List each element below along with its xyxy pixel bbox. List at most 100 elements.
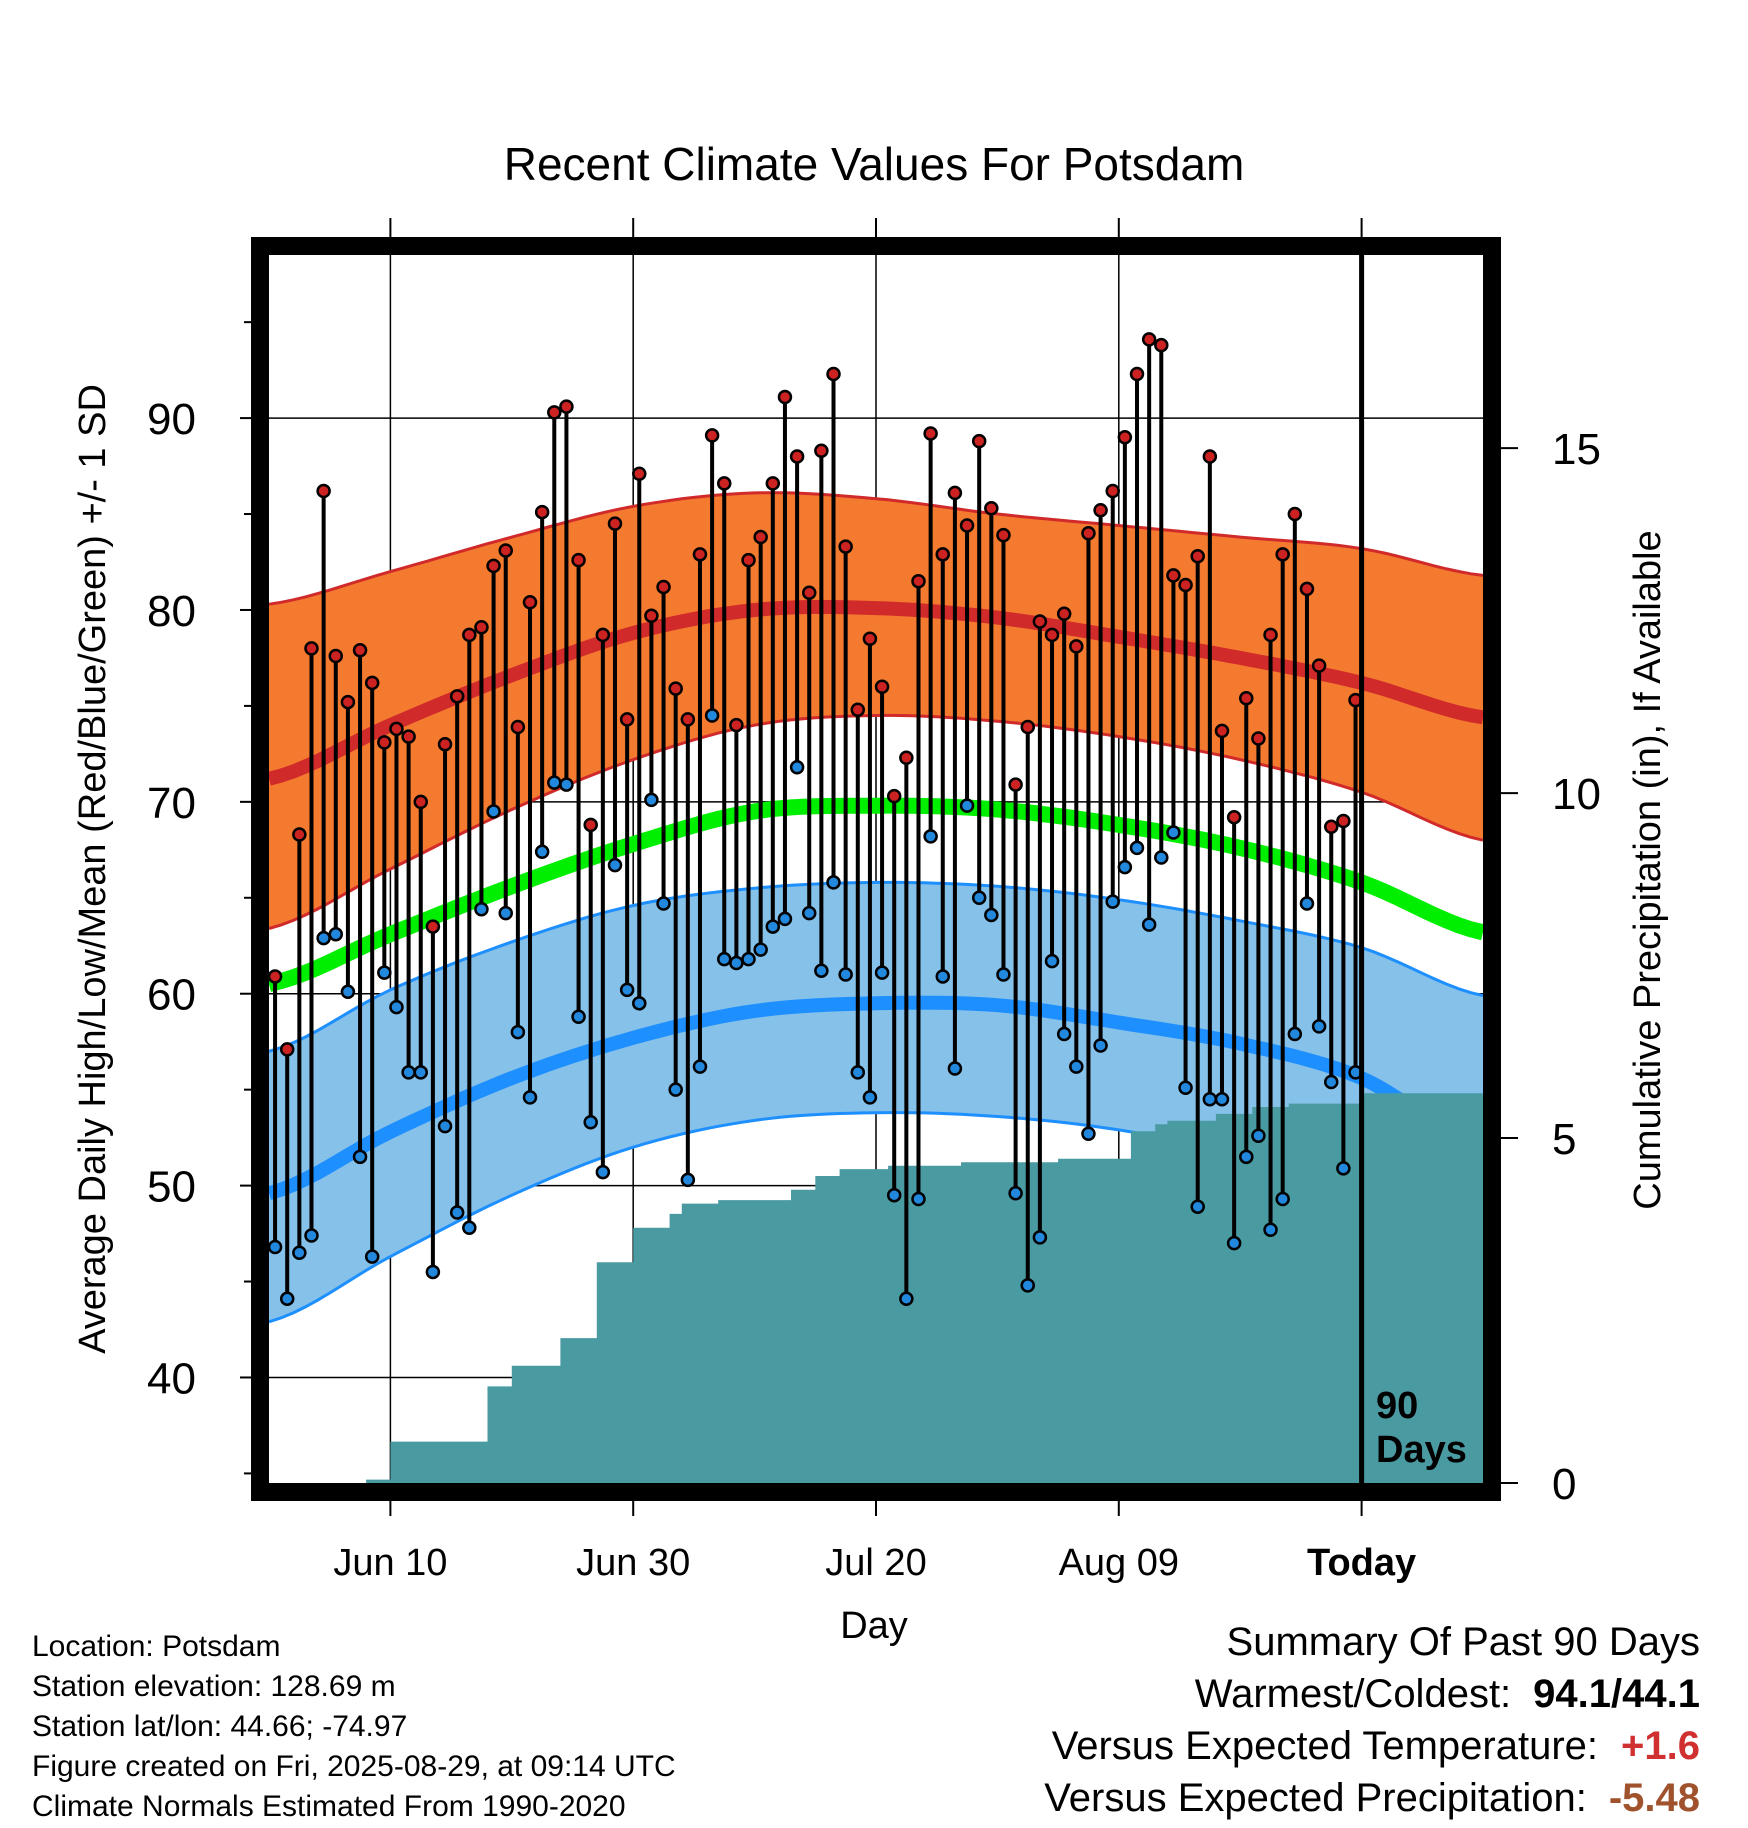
low-dot-day-21 xyxy=(510,1024,526,1040)
footer-normals: Climate Normals Estimated From 1990-2020 xyxy=(32,1790,626,1823)
high-dot-day-27 xyxy=(583,817,598,833)
low-dot-day-7 xyxy=(340,984,356,1000)
high-sd-band-upper-edge xyxy=(268,491,1484,606)
high-dot-day-28 xyxy=(595,627,611,643)
low-dot-day-15 xyxy=(437,1118,453,1134)
low-dot-day-59 xyxy=(971,890,987,906)
low-dot-day-9 xyxy=(364,1249,380,1264)
low-dot-day-3 xyxy=(292,1245,307,1260)
x-tick-label-3: Aug 09 xyxy=(1059,1542,1179,1584)
high-dot-day-79 xyxy=(1214,723,1230,739)
low-dot-day-20 xyxy=(498,905,513,921)
high-dot-day-24 xyxy=(547,405,562,420)
period-marker-line2: Days xyxy=(1376,1429,1467,1471)
high-dot-day-22 xyxy=(522,595,538,610)
high-dot-day-10 xyxy=(377,735,392,750)
high-dot-day-76 xyxy=(1178,577,1193,593)
high-dot-day-73 xyxy=(1141,332,1157,347)
low-dot-day-88 xyxy=(1324,1074,1339,1090)
high-dot-day-13 xyxy=(413,794,428,810)
high-dot-day-59 xyxy=(971,433,987,449)
daily-range-stems xyxy=(273,339,1358,1299)
low-dot-day-69 xyxy=(1093,1038,1108,1053)
plot-frame xyxy=(251,237,1501,1501)
high-dot-day-52 xyxy=(886,788,902,804)
low-dot-day-55 xyxy=(923,829,938,844)
high-dot-day-25 xyxy=(559,399,574,414)
low-dot-day-65 xyxy=(1044,953,1060,969)
footer-created: Figure created on Fri, 2025-08-29, at 09… xyxy=(32,1750,676,1783)
low-dot-day-13 xyxy=(413,1065,428,1080)
low-dot-day-40 xyxy=(741,951,756,967)
y2-tick-label-15: 15 xyxy=(1552,425,1601,474)
low-dot-day-16 xyxy=(449,1205,465,1220)
high-dot-day-53 xyxy=(899,750,914,765)
high-dot-day-39 xyxy=(729,717,744,733)
low-sd-band xyxy=(269,882,1483,1322)
high-dot-day-29 xyxy=(607,516,623,531)
high-dot-day-85 xyxy=(1287,506,1303,522)
high-dot-day-44 xyxy=(789,449,805,464)
high-dot-day-87 xyxy=(1311,658,1327,673)
period-marker-line1: 90 xyxy=(1376,1385,1418,1427)
low-dot-day-48 xyxy=(838,967,853,982)
footer-latlon: Station lat/lon: 44.66; -74.97 xyxy=(32,1710,408,1743)
low-dot-day-24 xyxy=(547,775,562,790)
low-dot-day-29 xyxy=(607,857,623,873)
high-dot-day-37 xyxy=(704,428,720,443)
low-dot-day-62 xyxy=(1008,1186,1023,1201)
high-dot-day-6 xyxy=(328,648,344,664)
high-dot-day-42 xyxy=(765,476,781,491)
low-dot-day-87 xyxy=(1311,1019,1327,1034)
low-dot-day-37 xyxy=(704,708,720,723)
high-dot-day-58 xyxy=(959,518,975,533)
high-dot-day-82 xyxy=(1251,731,1266,746)
high-dot-day-67 xyxy=(1069,639,1084,654)
high-dot-day-65 xyxy=(1044,627,1060,643)
precip-anomaly-label: Versus Expected Precipitation: xyxy=(1044,1776,1587,1820)
low-dot-day-25 xyxy=(559,777,574,792)
high-dot-day-20 xyxy=(498,543,513,558)
high-dot-day-12 xyxy=(401,729,416,744)
low-dot-day-34 xyxy=(668,1082,683,1097)
low-dot-day-52 xyxy=(886,1187,902,1203)
low-dot-day-56 xyxy=(935,969,951,984)
high-dot-day-72 xyxy=(1129,366,1145,382)
warm-cold-label: Warmest/Coldest: xyxy=(1194,1672,1512,1716)
y-tick-label-90: 90 xyxy=(147,395,196,444)
high-dot-day-75 xyxy=(1166,568,1181,583)
low-dot-day-36 xyxy=(692,1059,708,1074)
x-axis-label: Day xyxy=(840,1605,908,1647)
high-dot-day-23 xyxy=(534,504,550,520)
high-dot-day-26 xyxy=(571,552,586,568)
normal-high-line xyxy=(267,600,1485,786)
x-tick-label-1: Jun 30 xyxy=(576,1542,690,1584)
high-dot-day-68 xyxy=(1081,525,1096,541)
normal-low-line xyxy=(266,995,1486,1200)
low-dot-day-17 xyxy=(462,1220,477,1236)
low-dot-day-82 xyxy=(1251,1128,1266,1143)
low-dot-day-67 xyxy=(1069,1059,1084,1074)
low-dot-day-23 xyxy=(534,844,550,859)
low-dot-day-2 xyxy=(279,1291,295,1307)
high-dot-day-9 xyxy=(364,675,380,691)
chart-title: Recent Climate Values For Potsdam xyxy=(504,138,1245,190)
low-dot-day-83 xyxy=(1263,1222,1278,1237)
high-dot-day-77 xyxy=(1190,548,1205,564)
low-dot-day-81 xyxy=(1239,1149,1254,1165)
warm-cold-value: 94.1/44.1 xyxy=(1533,1672,1700,1716)
footer-elevation: Station elevation: 128.69 m xyxy=(32,1670,396,1703)
low-dot-day-58 xyxy=(959,798,975,813)
high-dot-day-83 xyxy=(1263,627,1278,643)
high-dot-day-7 xyxy=(340,694,356,710)
high-dot-day-78 xyxy=(1202,449,1218,464)
high-dot-day-33 xyxy=(656,579,671,595)
high-dot-day-61 xyxy=(996,527,1011,543)
high-dot-day-46 xyxy=(814,443,829,458)
low-dot-day-38 xyxy=(717,951,732,967)
y-axis-label-right: Cumulative Precipitation (in), If Availa… xyxy=(1627,530,1669,1209)
low-dot-day-80 xyxy=(1226,1235,1242,1251)
high-dot-day-54 xyxy=(911,573,926,589)
high-dot-day-70 xyxy=(1105,483,1120,499)
y-tick-label-60: 60 xyxy=(147,971,196,1020)
